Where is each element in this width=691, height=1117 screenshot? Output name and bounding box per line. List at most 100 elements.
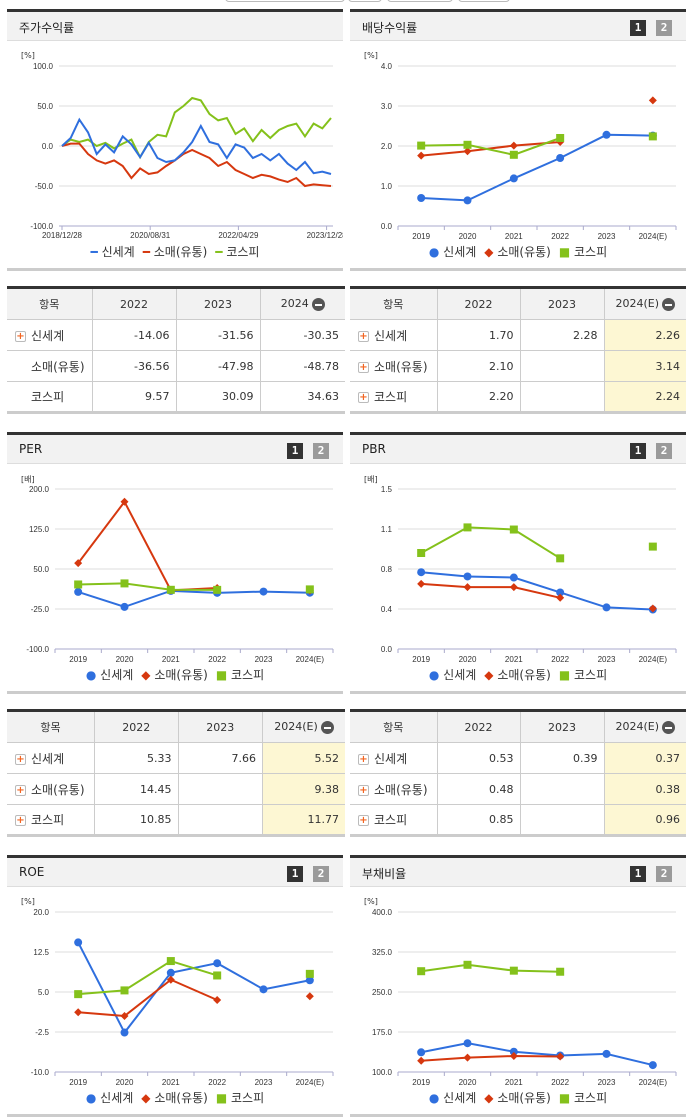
legend-item[interactable]: ◆ 소매(유통) bbox=[141, 668, 208, 682]
expand-icon[interactable]: + bbox=[15, 784, 26, 796]
data-point bbox=[417, 967, 426, 976]
chart-svg: 100.0 175.0 250.0 325.0 400.0 2019 2020 2021 202… bbox=[372, 908, 677, 1087]
page-1-button[interactable]: 1 bbox=[630, 443, 646, 459]
expand-icon[interactable]: + bbox=[358, 753, 369, 765]
unit-label: [배] bbox=[364, 475, 378, 484]
svg-text:2022: 2022 bbox=[208, 655, 226, 664]
expand-icon[interactable]: + bbox=[15, 753, 26, 765]
page-1-button[interactable]: 1 bbox=[287, 443, 303, 459]
legend-item[interactable]: ◆ 소매(유통) bbox=[484, 668, 551, 682]
legend-item[interactable]: ● 신세계 bbox=[86, 1091, 133, 1105]
expand-icon[interactable]: + bbox=[15, 815, 26, 826]
column-header: 항목 bbox=[7, 287, 93, 320]
expand-icon[interactable]: + bbox=[358, 815, 369, 826]
legend-item[interactable]: ● 신세계 bbox=[86, 668, 133, 682]
svg-text:2019: 2019 bbox=[412, 655, 430, 664]
column-header[interactable]: 2024(E) bbox=[604, 710, 686, 743]
legend-item[interactable]: ◆ 소매(유통) bbox=[484, 245, 551, 259]
svg-text:100.0: 100.0 bbox=[33, 62, 54, 71]
series-line bbox=[61, 96, 332, 160]
svg-text:2019: 2019 bbox=[412, 232, 430, 241]
collapse-icon[interactable] bbox=[311, 297, 325, 311]
data-point bbox=[305, 992, 314, 1001]
table-cell bbox=[520, 804, 605, 837]
legend-item[interactable]: ■ 코스피 bbox=[559, 245, 607, 259]
data-point bbox=[556, 134, 565, 142]
data-point bbox=[509, 1052, 518, 1060]
svg-text:125.0: 125.0 bbox=[29, 525, 50, 534]
column-header[interactable]: 2024(E) bbox=[262, 710, 345, 743]
legend-item[interactable]: ◆ 소매(유통) bbox=[484, 1091, 551, 1105]
legend-item[interactable]: ● 신세계 bbox=[429, 668, 476, 682]
page-1-button[interactable]: 1 bbox=[630, 20, 646, 36]
legend-item[interactable]: ■ 코스피 bbox=[216, 1091, 264, 1105]
chart-svg: 0.0 0.4 0.8 1.1 1.5 2019 2020 2021 2022 2023 2024(… bbox=[381, 485, 677, 664]
legend-marker-icon: ● bbox=[85, 1091, 101, 1105]
column-header[interactable]: 2024 bbox=[260, 287, 345, 320]
svg-text:-100.0: -100.0 bbox=[26, 645, 49, 654]
table-cell: 0.48 bbox=[437, 773, 521, 805]
page-2-button[interactable]: 2 bbox=[313, 866, 329, 882]
expand-icon[interactable]: + bbox=[358, 330, 369, 342]
page-2-button[interactable]: 2 bbox=[313, 443, 329, 459]
toolbar-button[interactable] bbox=[348, 0, 382, 2]
legend-item[interactable]: ■ 코스피 bbox=[559, 668, 607, 682]
legend-item[interactable]: ■ 코스피 bbox=[559, 1091, 607, 1105]
table-cell: 0.38 bbox=[604, 773, 686, 805]
svg-text:2021: 2021 bbox=[162, 655, 180, 664]
legend-item[interactable]: ● 신세계 bbox=[429, 245, 476, 259]
page-2-button[interactable]: 2 bbox=[656, 866, 672, 882]
svg-text:2020: 2020 bbox=[459, 232, 477, 241]
legend-item[interactable]: ━ 소매(유통) bbox=[143, 245, 208, 259]
data-point bbox=[509, 1047, 518, 1056]
page-1-button[interactable]: 1 bbox=[630, 866, 646, 882]
legend-item[interactable]: ━ 코스피 bbox=[215, 245, 259, 259]
row-label: +소매(유통) bbox=[350, 350, 438, 382]
expand-icon[interactable]: + bbox=[358, 784, 369, 796]
column-header: 항목 bbox=[350, 287, 438, 320]
data-point bbox=[417, 1048, 426, 1057]
toolbar-button[interactable] bbox=[387, 0, 453, 2]
toolbar-button[interactable] bbox=[458, 0, 510, 2]
expand-icon[interactable]: + bbox=[15, 330, 26, 342]
svg-text:2024(E): 2024(E) bbox=[639, 655, 668, 664]
table-row: + 소매(유통) 14.45 9.38 bbox=[7, 773, 345, 805]
toolbar-button[interactable] bbox=[225, 0, 345, 2]
column-header: 2022 bbox=[94, 710, 179, 743]
svg-text:2024(E): 2024(E) bbox=[296, 655, 325, 664]
svg-text:2022/04/29: 2022/04/29 bbox=[218, 231, 259, 240]
page-1-button[interactable]: 1 bbox=[287, 866, 303, 882]
table-row: + 코스피 0.85 0.96 bbox=[350, 804, 686, 837]
svg-text:2020: 2020 bbox=[116, 1078, 134, 1087]
expand-icon[interactable]: + bbox=[358, 361, 369, 373]
collapse-icon[interactable] bbox=[662, 720, 676, 734]
svg-text:2023: 2023 bbox=[598, 1078, 616, 1087]
data-point bbox=[74, 559, 83, 568]
debt-ratio-panel: 부채비율 1 2 [%] 100.0 175.0 250.0 325.0 400.0 20… bbox=[350, 855, 686, 1117]
data-point bbox=[166, 968, 175, 977]
legend-marker-icon: ● bbox=[428, 1091, 444, 1105]
row-label: +소매(유통) bbox=[7, 350, 93, 382]
legend-item[interactable]: ● 신세계 bbox=[429, 1091, 476, 1105]
page-2-button[interactable]: 2 bbox=[656, 20, 672, 36]
collapse-icon[interactable] bbox=[662, 297, 676, 311]
legend-item[interactable]: ■ 코스피 bbox=[216, 668, 264, 682]
legend-label: 코스피 bbox=[574, 1091, 608, 1105]
table-cell bbox=[178, 804, 263, 837]
legend-label: 신세계 bbox=[443, 668, 477, 682]
data-point bbox=[556, 554, 565, 563]
legend-marker-icon: ◆ bbox=[484, 245, 498, 259]
table-cell: 2.26 bbox=[604, 319, 686, 351]
legend-item[interactable]: ━ 신세계 bbox=[91, 245, 135, 259]
expand-icon[interactable]: + bbox=[358, 392, 369, 403]
data-point bbox=[305, 976, 314, 985]
data-point bbox=[602, 130, 611, 139]
legend-item[interactable]: ◆ 소매(유통) bbox=[141, 1091, 208, 1105]
column-header: 2022 bbox=[437, 287, 521, 320]
collapse-icon[interactable] bbox=[320, 720, 334, 734]
table-cell: 14.45 bbox=[94, 773, 179, 805]
page-2-button[interactable]: 2 bbox=[656, 443, 672, 459]
column-header[interactable]: 2024(E) bbox=[604, 287, 686, 320]
legend-label: 코스피 bbox=[231, 1091, 265, 1105]
